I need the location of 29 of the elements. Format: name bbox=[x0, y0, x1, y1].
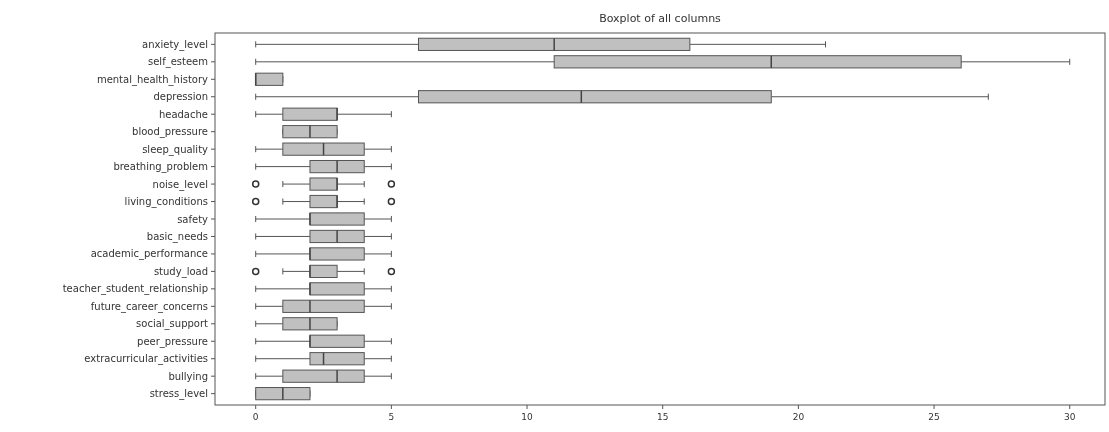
y-tick-label: social_support bbox=[136, 318, 209, 331]
x-tick-label: 10 bbox=[521, 412, 534, 422]
y-tick-label: teacher_student_relationship bbox=[62, 283, 208, 296]
y-tick-label: anxiety_level bbox=[142, 38, 208, 51]
y-tick-label: study_load bbox=[153, 265, 208, 278]
x-tick-label: 15 bbox=[656, 412, 669, 422]
x-tick-label: 30 bbox=[1064, 412, 1076, 422]
y-tick-label: self_esteem bbox=[148, 56, 208, 69]
y-tick-label: stress_level bbox=[149, 388, 208, 401]
y-tick-label: peer_pressure bbox=[137, 335, 208, 348]
y-tick-label: sleep_quality bbox=[142, 143, 209, 156]
x-tick-label: 5 bbox=[388, 412, 395, 422]
y-tick-label: extracurricular_activities bbox=[84, 353, 208, 366]
y-tick-label: noise_level bbox=[152, 178, 208, 191]
y-tick-label: breathing_problem bbox=[113, 161, 208, 174]
x-tick-label: 0 bbox=[252, 412, 259, 422]
y-tick-label: depression bbox=[153, 91, 208, 103]
y-tick-label: mental_health_history bbox=[96, 73, 209, 86]
x-tick-label: 25 bbox=[928, 412, 940, 422]
y-tick-label: blood_pressure bbox=[132, 126, 208, 139]
y-tick-label: headache bbox=[158, 108, 208, 120]
y-tick-label: future_career_concerns bbox=[90, 300, 208, 313]
y-tick-label: safety bbox=[177, 213, 209, 225]
chart-title: Boxplot of all columns bbox=[599, 12, 722, 25]
x-tick-label: 20 bbox=[792, 412, 805, 422]
y-tick-label: academic_performance bbox=[90, 248, 208, 261]
y-tick-label: living_conditions bbox=[124, 196, 208, 209]
y-tick-label: bullying bbox=[168, 370, 208, 382]
y-tick-label: basic_needs bbox=[146, 230, 208, 243]
